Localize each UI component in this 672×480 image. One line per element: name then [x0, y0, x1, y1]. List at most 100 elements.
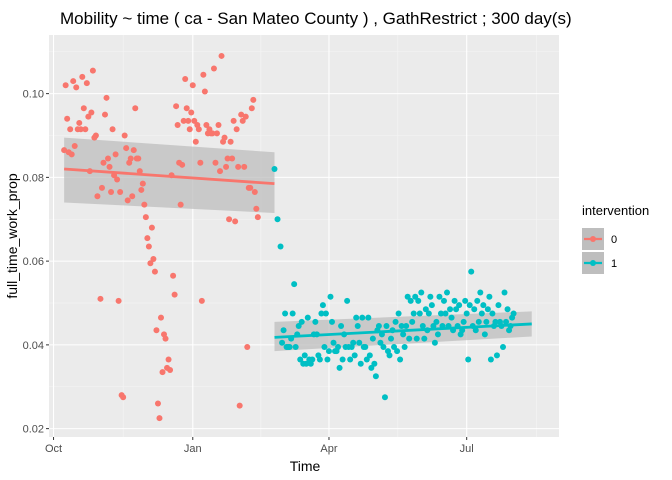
legend-key-point — [590, 236, 596, 242]
data-point-0 — [73, 84, 80, 91]
legend-key-point — [590, 260, 596, 266]
data-point-1 — [444, 289, 451, 296]
data-point-1 — [425, 310, 432, 317]
data-point-0 — [76, 119, 83, 126]
data-point-0 — [136, 168, 143, 175]
data-point-1 — [400, 331, 407, 338]
data-point-1 — [442, 310, 449, 317]
data-point-1 — [325, 348, 332, 355]
data-point-1 — [298, 318, 305, 325]
data-point-0 — [135, 155, 142, 162]
data-point-1 — [377, 339, 384, 346]
legend: intervention 0 1 — [582, 203, 649, 274]
data-point-1 — [462, 297, 469, 304]
data-point-0 — [138, 186, 145, 193]
data-point-1 — [322, 310, 329, 317]
data-point-0 — [159, 369, 166, 376]
data-point-0 — [141, 201, 148, 208]
data-point-0 — [112, 151, 119, 158]
data-point-1 — [416, 310, 423, 317]
data-point-1 — [318, 310, 325, 317]
data-point-1 — [510, 310, 517, 317]
data-point-1 — [279, 339, 286, 346]
data-point-0 — [148, 224, 155, 231]
data-point-0 — [117, 189, 124, 196]
data-point-0 — [201, 88, 208, 95]
data-point-1 — [503, 318, 510, 325]
data-point-1 — [363, 356, 370, 363]
data-point-1 — [421, 335, 428, 342]
data-point-0 — [224, 155, 231, 162]
grid-minor — [49, 35, 559, 437]
y-tick-label: 0.06 — [23, 256, 44, 268]
data-point-0 — [248, 105, 255, 112]
data-point-1 — [484, 306, 491, 313]
data-point-1 — [372, 373, 379, 380]
data-point-0 — [162, 335, 169, 342]
data-point-1 — [301, 352, 308, 359]
data-point-1 — [277, 243, 284, 250]
data-point-1 — [381, 394, 388, 401]
data-point-1 — [406, 335, 413, 342]
data-point-1 — [354, 323, 361, 330]
data-point-0 — [124, 197, 131, 204]
data-point-0 — [154, 400, 161, 407]
data-point-1 — [477, 289, 484, 296]
data-point-1 — [431, 339, 438, 346]
data-point-0 — [85, 113, 92, 120]
data-point-0 — [215, 122, 222, 129]
data-point-1 — [366, 352, 373, 359]
grid-major — [49, 35, 559, 437]
data-point-1 — [495, 302, 502, 309]
data-point-0 — [157, 314, 164, 321]
data-point-0 — [123, 145, 130, 152]
data-point-0 — [182, 75, 189, 82]
trend-line-1 — [274, 322, 532, 339]
data-point-1 — [327, 293, 334, 300]
data-point-0 — [198, 297, 205, 304]
data-point-1 — [353, 314, 360, 321]
data-point-0 — [98, 184, 105, 191]
data-point-0 — [129, 193, 136, 200]
data-point-1 — [486, 293, 493, 300]
data-point-0 — [195, 126, 202, 133]
data-point-1 — [489, 310, 496, 317]
data-point-1 — [336, 364, 343, 371]
data-point-1 — [418, 289, 425, 296]
data-point-1 — [280, 327, 287, 334]
data-point-0 — [150, 256, 157, 263]
data-point-1 — [403, 323, 410, 330]
data-point-0 — [142, 214, 149, 221]
data-point-1 — [362, 343, 369, 350]
data-point-0 — [103, 94, 110, 101]
data-point-1 — [356, 339, 363, 346]
data-point-1 — [430, 323, 437, 330]
data-point-0 — [192, 138, 199, 145]
data-point-0 — [236, 402, 243, 409]
data-point-1 — [292, 343, 299, 350]
data-point-0 — [213, 130, 220, 137]
data-point-1 — [413, 335, 420, 342]
data-point-1 — [478, 310, 485, 317]
data-point-1 — [412, 293, 419, 300]
data-point-1 — [404, 293, 411, 300]
data-point-0 — [121, 132, 128, 139]
data-point-1 — [480, 302, 487, 309]
data-point-1 — [451, 297, 458, 304]
data-point-1 — [415, 297, 422, 304]
data-point-1 — [475, 318, 482, 325]
data-point-1 — [460, 318, 467, 325]
data-point-1 — [398, 323, 405, 330]
data-point-0 — [238, 111, 245, 118]
data-point-1 — [481, 331, 488, 338]
data-point-1 — [286, 343, 293, 350]
data-point-1 — [472, 327, 479, 334]
data-point-0 — [79, 73, 86, 80]
data-point-1 — [500, 343, 507, 350]
y-tick-label: 0.04 — [23, 340, 44, 352]
data-point-0 — [174, 122, 181, 129]
data-point-1 — [463, 310, 470, 317]
data-point-1 — [368, 364, 375, 371]
data-point-0 — [218, 52, 225, 59]
